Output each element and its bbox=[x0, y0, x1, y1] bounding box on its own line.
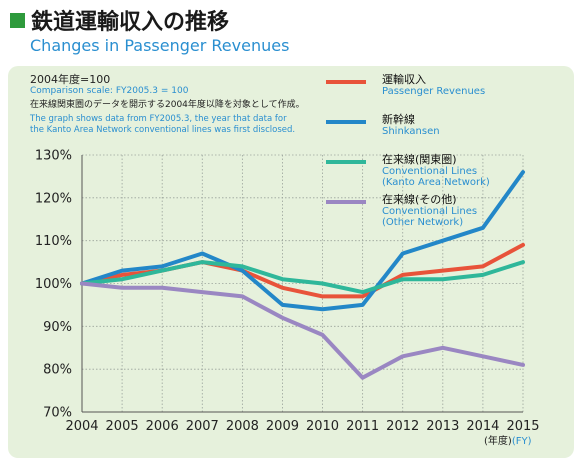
title-ja-text: 鉄道運輸収入の推移 bbox=[31, 10, 230, 35]
y-tick-label: 110% bbox=[35, 234, 72, 249]
description-note-en-line2: the Kanto Area Network conventional line… bbox=[30, 125, 296, 135]
x-axis-unit-en: (FY) bbox=[511, 436, 532, 447]
legend-label-ja: 在来線(関東圏) bbox=[382, 153, 457, 166]
base-note-ja: 2004年度=100 bbox=[30, 73, 111, 86]
x-tick-label: 2008 bbox=[226, 419, 259, 434]
base-note-en: Comparison scale: FY2005.3 = 100 bbox=[30, 86, 189, 96]
x-tick-label: 2013 bbox=[426, 419, 459, 434]
x-tick-label: 2011 bbox=[346, 419, 379, 434]
x-axis-unit-ja: (年度) bbox=[484, 436, 512, 447]
legend-swatch-shinkansen bbox=[326, 120, 366, 124]
y-tick-label: 100% bbox=[35, 277, 72, 292]
series-line-3 bbox=[80, 260, 525, 295]
y-tick-label: 120% bbox=[35, 191, 72, 206]
legend-swatch-passenger-revenues bbox=[326, 80, 366, 84]
y-tick-label: 70% bbox=[43, 406, 72, 421]
x-tick-label: 2014 bbox=[466, 419, 499, 434]
x-tick-label: 2007 bbox=[186, 419, 219, 434]
series-line-4 bbox=[80, 281, 525, 380]
description-note-en-line1: The graph shows data from FY2005.3, the … bbox=[30, 114, 287, 124]
series-line-2 bbox=[80, 170, 525, 312]
legend-label-ja: 在来線(その他) bbox=[382, 193, 457, 206]
legend-label-ja: 新幹線 bbox=[382, 113, 415, 126]
page-subtitle: Changes in Passenger Revenues bbox=[30, 36, 290, 55]
x-tick-label: 2005 bbox=[106, 419, 139, 434]
title-marker-square bbox=[10, 12, 25, 28]
x-tick-label: 2010 bbox=[306, 419, 339, 434]
chart-panel bbox=[8, 66, 574, 458]
x-tick-label: 2006 bbox=[146, 419, 179, 434]
x-tick-label: 2004 bbox=[65, 419, 98, 434]
y-tick-label: 80% bbox=[43, 363, 72, 378]
legend-label-en-line2: (Other Network) bbox=[382, 217, 464, 228]
legend-label-en: Passenger Revenues bbox=[382, 86, 486, 97]
x-tick-label: 2015 bbox=[506, 419, 539, 434]
legend-label-ja: 運輸収入 bbox=[382, 73, 426, 86]
y-tick-label: 130% bbox=[35, 149, 72, 164]
legend-label-en: Conventional Lines bbox=[382, 166, 478, 177]
description-note-ja: 在来線関東圏のデータを開示する2004年度以降を対象として作成。 bbox=[30, 100, 305, 110]
x-axis-unit: (年度)(FY) bbox=[484, 432, 531, 447]
x-tick-label: 2009 bbox=[266, 419, 299, 434]
legend-label-en: Shinkansen bbox=[382, 126, 440, 137]
legend-label-en: Conventional Lines bbox=[382, 206, 478, 217]
y-tick-label: 90% bbox=[43, 320, 72, 335]
legend-swatch-kanto-area bbox=[326, 160, 366, 164]
legend-swatch-other-network bbox=[326, 200, 366, 204]
legend-label-en-line2: (Kanto Area Network) bbox=[382, 177, 490, 188]
x-tick-label: 2012 bbox=[386, 419, 419, 434]
page-title: 鉄道運輸収入の推移 bbox=[10, 4, 229, 36]
